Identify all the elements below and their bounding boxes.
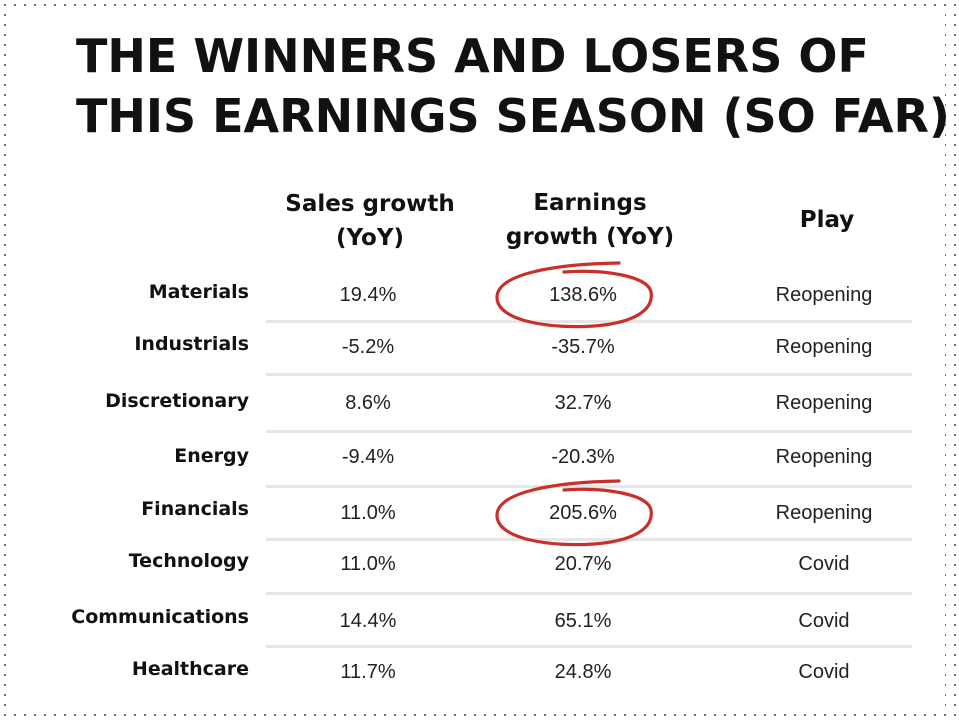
row-divider bbox=[266, 538, 912, 541]
header-sales-line-1: Sales growth bbox=[285, 191, 455, 217]
sales-growth-cell: 8.6% bbox=[345, 392, 391, 414]
earnings-growth-cell: 205.6% bbox=[549, 502, 617, 524]
earnings-growth-cell: 138.6% bbox=[549, 284, 617, 306]
play-cell: Covid bbox=[798, 610, 850, 632]
play-cell: Reopening bbox=[775, 284, 873, 306]
earnings-growth-cell: 24.8% bbox=[554, 661, 612, 683]
play-cell: Reopening bbox=[775, 336, 873, 358]
sales-growth-cell: 11.0% bbox=[340, 502, 396, 524]
sales-growth-cell: 11.0% bbox=[340, 553, 396, 575]
header-earnings-line-2: growth (YoY) bbox=[505, 224, 675, 250]
sales-growth-cell: -9.4% bbox=[341, 446, 395, 468]
sales-growth-cell: 14.4% bbox=[339, 610, 397, 632]
header-sales-growth: Sales growth (YoY) bbox=[270, 187, 470, 255]
row-label-healthcare: Healthcare bbox=[131, 658, 249, 680]
play-cell: Covid bbox=[798, 661, 850, 683]
header-play-line-1: Play bbox=[799, 207, 855, 233]
play-cell: Reopening bbox=[775, 502, 873, 524]
header-earnings-growth: Earnings growth (YoY) bbox=[480, 186, 700, 254]
row-divider bbox=[266, 485, 912, 488]
header-sales-line-2: (YoY) bbox=[335, 225, 405, 251]
row-label-financials: Financials bbox=[141, 498, 249, 520]
header-earnings-line-1: Earnings bbox=[533, 190, 647, 216]
earnings-growth-cell: -35.7% bbox=[551, 336, 615, 358]
earnings-growth-cell: 20.7% bbox=[554, 553, 612, 575]
row-label-communications: Communications bbox=[71, 606, 249, 628]
row-divider bbox=[266, 645, 912, 648]
row-label-industrials: Industrials bbox=[134, 333, 249, 355]
row-label-discretionary: Discretionary bbox=[105, 390, 249, 412]
row-label-technology: Technology bbox=[128, 550, 249, 572]
earnings-growth-cell: 65.1% bbox=[554, 610, 612, 632]
earnings-growth-cell: 32.7% bbox=[554, 392, 612, 414]
row-divider bbox=[266, 592, 912, 595]
page-title: THE WINNERS AND LOSERS OF THIS EARNINGS … bbox=[76, 26, 950, 146]
infographic-panel bbox=[14, 14, 945, 706]
sales-growth-cell: 11.7% bbox=[340, 661, 396, 683]
row-label-energy: Energy bbox=[174, 445, 249, 467]
row-divider bbox=[266, 320, 912, 323]
header-play: Play bbox=[727, 203, 927, 237]
play-cell: Reopening bbox=[775, 446, 873, 468]
earnings-growth-cell: -20.3% bbox=[551, 446, 615, 468]
play-cell: Reopening bbox=[775, 392, 873, 414]
title-line-2: THIS EARNINGS SEASON (SO FAR) bbox=[76, 89, 950, 143]
row-divider bbox=[266, 430, 912, 433]
play-cell: Covid bbox=[798, 553, 850, 575]
row-divider bbox=[266, 373, 912, 376]
row-label-materials: Materials bbox=[148, 281, 249, 303]
title-line-1: THE WINNERS AND LOSERS OF bbox=[76, 29, 869, 83]
sales-growth-cell: -5.2% bbox=[341, 336, 395, 358]
sales-growth-cell: 19.4% bbox=[339, 284, 397, 306]
